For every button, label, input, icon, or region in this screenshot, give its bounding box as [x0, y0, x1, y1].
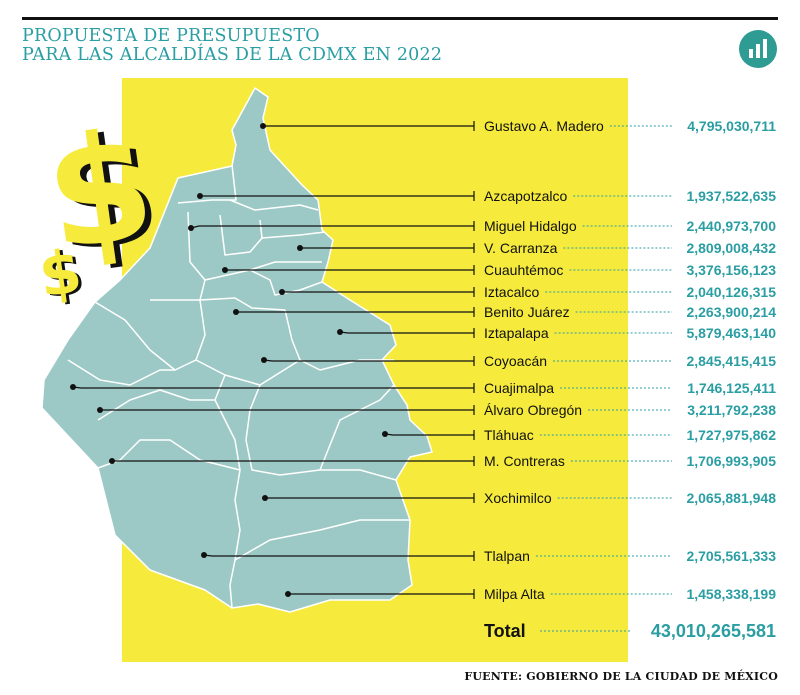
budget-value: 2,065,881,948	[686, 490, 776, 506]
svg-text:$: $	[38, 238, 89, 313]
borough-name: Cuajimalpa	[484, 380, 554, 396]
title-line-1: PROPUESTA DE PRESUPUESTO	[22, 26, 320, 46]
budget-value: 3,211,792,238	[687, 402, 776, 418]
bar-chart-icon	[739, 30, 777, 68]
total-value: 43,010,265,581	[651, 621, 776, 641]
borough-labels: Gustavo A. Madero 4,795,030,711 Azcapotzal…	[70, 118, 776, 602]
budget-value: 1,746,125,411	[687, 380, 776, 396]
borough-name: Benito Juárez	[484, 304, 570, 320]
borough-name: Álvaro Obregón	[484, 402, 582, 418]
svg-text:$: $	[36, 98, 164, 285]
borough-name: Tlalpan	[484, 548, 530, 564]
leader-line	[263, 359, 474, 362]
budget-value: 1,727,975,862	[686, 427, 776, 443]
budget-value: 1,706,993,905	[686, 453, 776, 469]
budget-value: 5,879,463,140	[686, 325, 776, 341]
chart-title: PROPUESTA DE PRESUPUESTO PARA LAS ALCALD…	[22, 27, 442, 65]
borough-borders	[67, 164, 410, 609]
borough-name: M. Contreras	[484, 453, 565, 469]
borough-name: Azcapotzalco	[484, 188, 567, 204]
budget-value: 2,040,126,315	[686, 284, 776, 300]
borough-name: Iztapalapa	[484, 325, 549, 341]
budget-value: 2,809,008,432	[686, 240, 776, 256]
svg-text:$: $	[35, 236, 86, 311]
top-rule	[22, 17, 778, 20]
budget-value: 2,845,415,415	[686, 353, 776, 369]
borough-name: Xochimilco	[484, 490, 552, 506]
borough-name: Cuauhtémoc	[484, 262, 563, 278]
borough-name: Iztacalco	[484, 284, 539, 300]
leader-line	[190, 225, 474, 229]
budget-value: 2,440,973,700	[686, 218, 776, 234]
title-line-2: PARA LAS ALCALDÍAS DE LA CDMX EN 2022	[22, 45, 443, 65]
dollar-sign-icon: $ $	[35, 236, 89, 313]
total-row: Total 43,010,265,581	[484, 621, 776, 641]
budget-value: 4,795,030,711	[687, 118, 776, 134]
budget-value: 2,705,561,333	[686, 548, 776, 564]
total-label: Total	[484, 621, 526, 641]
leader-line	[72, 386, 474, 389]
borough-name: V. Carranza	[484, 240, 558, 256]
borough-name: Gustavo A. Madero	[484, 118, 604, 134]
source-note: FUENTE: GOBIERNO DE LA CIUDAD DE MÉXICO	[464, 670, 778, 683]
cdmx-map	[41, 87, 433, 613]
budget-value: 3,376,156,123	[686, 262, 776, 278]
borough-name: Tláhuac	[484, 427, 534, 443]
leader-line	[339, 331, 474, 334]
budget-value: 1,458,338,199	[686, 586, 776, 602]
leader-line	[203, 554, 474, 557]
borough-name: Milpa Alta	[484, 586, 545, 602]
budget-value: 1,937,522,635	[686, 188, 776, 204]
leader-line	[384, 433, 474, 436]
borough-name: Coyoacán	[484, 353, 547, 369]
budget-value: 2,263,900,214	[686, 304, 776, 320]
borough-name: Miguel Hidalgo	[484, 218, 577, 234]
